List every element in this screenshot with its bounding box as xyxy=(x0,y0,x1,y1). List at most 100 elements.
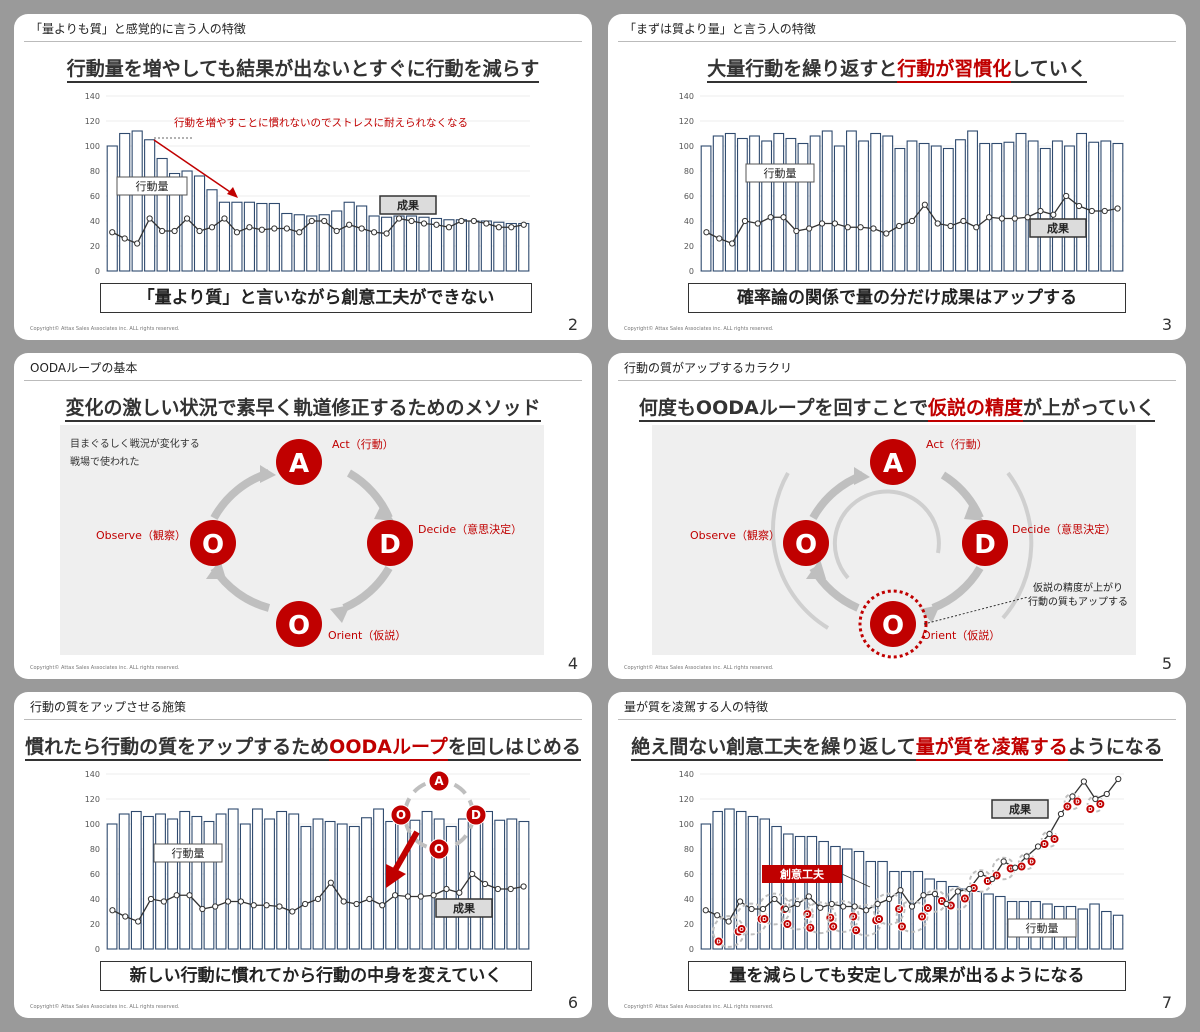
result-point xyxy=(885,895,893,903)
slide-header: 行動の質をアップさせる施策 xyxy=(30,700,187,714)
node-observe: O xyxy=(190,520,236,566)
node-letter: D xyxy=(940,899,945,905)
volume-bar xyxy=(724,132,736,272)
result-point xyxy=(507,885,514,893)
result-point xyxy=(1024,214,1031,221)
slide-caption: 「量より質」と言いながら創意工夫ができない xyxy=(100,283,532,313)
volume-bar xyxy=(749,135,760,272)
copyright: Copyright© Attax Sales Associates inc. A… xyxy=(624,665,774,671)
slide-title: 絶え間ない創意工夫を繰り返して量が質を凌駕するようになる xyxy=(608,732,1186,761)
slide-7: 量が質を凌駕する人の特徴 絶え間ない創意工夫を繰り返して量が質を凌駕するようにな… xyxy=(608,692,1186,1018)
result-point xyxy=(283,225,290,232)
callout-line-2: 行動の質もアップする xyxy=(1028,595,1128,608)
node-letter: O xyxy=(882,611,904,641)
y-tick-label: 60 xyxy=(684,870,694,879)
node-letter: D xyxy=(851,914,856,920)
volume-bar xyxy=(368,215,380,272)
volume-bar xyxy=(443,219,455,272)
mini-node: D xyxy=(1085,804,1096,814)
node-letter: D xyxy=(716,939,721,945)
result-point xyxy=(160,898,167,905)
volume-bar xyxy=(421,810,433,950)
result-point xyxy=(495,224,502,231)
volume-bar xyxy=(894,147,906,272)
label-orient: Orient（仮説） xyxy=(922,628,1000,642)
mini-loop xyxy=(781,897,814,931)
page-number: 4 xyxy=(567,654,578,673)
volume-bar xyxy=(348,825,360,950)
result-point xyxy=(794,900,801,908)
volume-bar xyxy=(959,888,971,950)
y-tick-label: 0 xyxy=(95,945,100,954)
node-letter: D xyxy=(949,903,954,909)
volume-bar xyxy=(179,810,191,950)
slide-header: OODAループの基本 xyxy=(30,361,138,375)
result-point xyxy=(857,224,864,231)
node-letter: O xyxy=(1019,864,1024,870)
result-point xyxy=(725,918,732,925)
slide-title: 慣れたら行動の質をアップするためOODAループを回しはじめる xyxy=(14,732,592,761)
volume-bar xyxy=(455,219,467,272)
result-point xyxy=(851,903,858,910)
volume-bar xyxy=(818,840,829,950)
slide-2: 「量よりも質」と感覚的に言う人の特徴 行動量を増やしても結果が出ないとすぐに行動… xyxy=(14,14,592,340)
volume-bar xyxy=(1112,914,1124,950)
volume-label: 行動量 xyxy=(764,166,797,180)
volume-bar xyxy=(809,135,821,272)
result-point xyxy=(404,893,412,900)
y-tick-label: 140 xyxy=(679,92,694,101)
y-tick-label: 20 xyxy=(684,920,694,929)
ooda-spiral-diagram: A D O O Act（行動） Decide（意思決定） Orient（仮説） … xyxy=(652,425,1136,659)
volume-bar xyxy=(356,205,368,272)
volume-bar xyxy=(995,895,1006,950)
volume-bar xyxy=(276,810,288,950)
result-point xyxy=(508,224,515,231)
node-letter: D xyxy=(1042,842,1047,848)
title-post: が上がっていく xyxy=(1023,397,1156,422)
y-tick-label: 60 xyxy=(684,192,694,201)
result-point xyxy=(1011,215,1018,222)
node-letter: A xyxy=(434,774,444,788)
result-point xyxy=(1057,810,1065,818)
result-point xyxy=(870,225,877,232)
y-tick-label: 40 xyxy=(684,217,694,226)
y-tick-label: 20 xyxy=(684,242,694,251)
mini-node: O xyxy=(736,924,747,934)
copyright: Copyright© Attax Sales Associates inc. A… xyxy=(624,1004,774,1010)
volume-bar xyxy=(505,222,517,272)
result-point xyxy=(748,905,755,913)
volume-bar xyxy=(1051,140,1063,272)
result-point xyxy=(186,892,193,899)
y-tick-label: 100 xyxy=(679,820,694,829)
result-point xyxy=(171,227,178,235)
copyright: Copyright© Attax Sales Associates inc. A… xyxy=(30,665,180,671)
volume-bar xyxy=(493,221,505,272)
y-tick-label: 100 xyxy=(85,142,100,151)
result-point xyxy=(302,900,309,908)
y-tick-label: 140 xyxy=(679,770,694,779)
page-number: 6 xyxy=(567,993,578,1012)
volume-bar xyxy=(343,201,355,272)
result-point xyxy=(702,907,709,914)
y-tick-label: 80 xyxy=(684,845,694,854)
node-letter: O xyxy=(877,917,882,923)
result-point xyxy=(714,912,721,919)
result-point xyxy=(327,879,334,886)
page-number: 3 xyxy=(1161,315,1172,334)
result-point xyxy=(520,883,527,890)
volume-bar xyxy=(853,850,865,950)
slide-6: 行動の質をアップさせる施策 慣れたら行動の質をアップするためOODAループを回し… xyxy=(14,692,592,1018)
title-pre: 絶え間ない創意工夫を繰り返して xyxy=(631,736,916,761)
mini-node: D xyxy=(1072,796,1083,807)
result-point xyxy=(908,903,916,910)
title-highlight: OODAループ xyxy=(329,736,448,761)
result-point xyxy=(874,900,881,908)
volume-bar xyxy=(397,820,409,950)
volume-bar xyxy=(393,215,405,272)
mini-node-observe: O xyxy=(390,804,412,826)
ooda-diagram: 目まぐるしく戦況が変化する 戦場で使われた A D O O xyxy=(60,425,544,655)
result-point xyxy=(109,907,116,914)
mini-node: D xyxy=(1039,839,1050,849)
slide-header: 「量よりも質」と感覚的に言う人の特徴 xyxy=(30,22,246,36)
result-label-box xyxy=(991,799,1049,819)
